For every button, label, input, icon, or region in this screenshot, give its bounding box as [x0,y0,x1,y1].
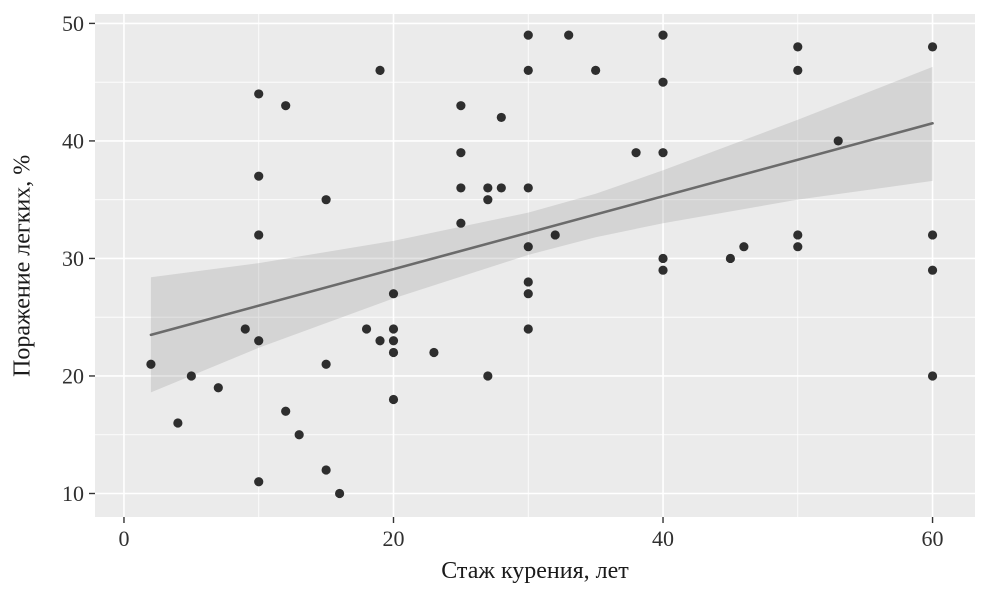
data-point [927,42,938,52]
data-point [254,89,264,99]
data-point [833,136,843,146]
data-point [375,65,385,76]
data-point [523,289,533,299]
data-point [725,253,736,264]
data-point [591,65,601,76]
data-point [254,336,264,346]
data-point [321,465,331,475]
data-point [523,65,533,76]
data-point [388,347,399,358]
y-tick-label: 20 [62,363,84,388]
x-tick-label: 0 [118,526,129,551]
data-point [361,324,372,334]
data-point [658,77,668,87]
data-point [375,336,385,346]
data-point [483,183,493,193]
data-point [523,242,533,252]
data-point [483,371,493,381]
data-point [281,406,291,416]
data-point [496,183,506,193]
x-axis-title: Стаж курения, лет [441,558,629,584]
data-point [550,230,560,240]
data-point [793,242,803,252]
data-point [658,265,668,275]
x-tick-label: 20 [382,526,404,551]
data-point [927,265,938,275]
data-point [658,253,668,264]
y-tick-label: 50 [62,11,84,36]
data-point [186,371,196,381]
data-point [254,477,264,487]
data-point [631,148,641,158]
data-point [496,112,506,123]
y-tick-label: 40 [62,128,84,153]
data-point [793,65,803,76]
data-point [456,101,466,111]
data-point [281,101,291,111]
data-point [523,277,533,287]
data-point [146,359,156,369]
x-tick-label: 40 [652,526,674,551]
data-point [658,148,668,158]
data-point [793,230,803,240]
data-point [388,394,399,405]
data-point [254,171,264,181]
data-point [321,195,331,205]
data-point [793,42,803,52]
data-point [240,324,250,334]
data-point [564,30,574,40]
y-tick-label: 10 [62,481,84,506]
data-point [927,230,938,240]
y-axis-title: Поражение легких, % [9,154,36,377]
data-point [321,359,331,369]
data-point [334,488,345,499]
data-point [739,242,749,252]
data-point [388,336,399,346]
plot-panel [95,14,975,517]
data-point [523,30,533,40]
data-point [254,230,264,240]
data-point [483,195,493,205]
data-point [429,347,439,358]
data-point [388,289,399,299]
regression-line [149,121,934,337]
data-point [456,148,466,158]
data-point [173,418,183,428]
data-point [294,430,304,440]
data-point [927,371,938,381]
x-tick-label: 60 [922,526,944,551]
data-point [456,183,466,193]
data-point [213,383,223,393]
data-point [523,324,533,334]
data-point [388,324,399,334]
data-point [456,218,466,228]
data-point [658,30,668,40]
data-point [523,183,533,193]
y-tick-label: 30 [62,246,84,271]
